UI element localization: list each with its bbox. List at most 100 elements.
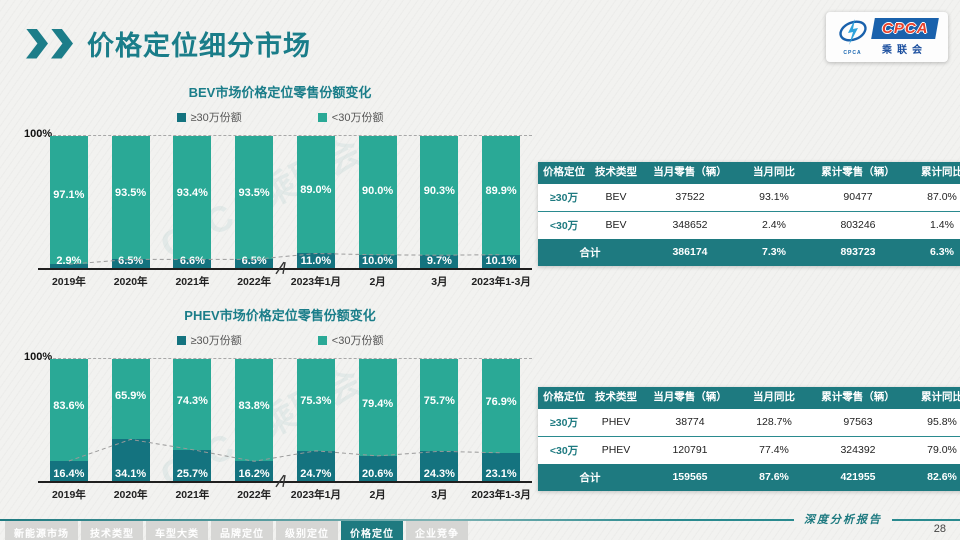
- x-axis-label: 2020年: [113, 489, 148, 501]
- bar-value-label: 2.9%: [56, 254, 82, 267]
- x-axis-label: 2023年1月: [290, 489, 341, 501]
- legend-swatch-ge30: [176, 112, 186, 122]
- table-row: <30万 PHEV 120791 77.4% 324392 79.0%: [538, 436, 960, 464]
- bar-value-label: 76.9%: [485, 396, 517, 409]
- col-header: 技术类型: [590, 162, 642, 184]
- logo-wordmark: CPCA 乘联会: [870, 18, 939, 56]
- tab-tech-type[interactable]: 技术类型: [81, 521, 143, 540]
- col-header: 当月零售（辆）: [642, 387, 738, 409]
- tab-enterprise-competition[interactable]: 企业竞争: [406, 521, 468, 540]
- bar-value-label: 10.1%: [485, 254, 517, 267]
- col-header: 累计零售（辆）: [810, 162, 906, 184]
- bev-share-chart: BEV市场价格定位零售份额变化 ≥30万份额 <30万份额 100% 97.1%…: [22, 82, 538, 289]
- bar-value-label: 6.5%: [118, 254, 144, 267]
- logo-flag: CPCA: [870, 18, 939, 39]
- table-header-row: 价格定位 技术类型 当月零售（辆） 当月同比 累计零售（辆） 累计同比: [538, 162, 960, 184]
- logo-text-cn: 乘联会: [882, 45, 927, 56]
- chart-legend: ≥30万份额 <30万份额: [22, 332, 538, 348]
- legend-item: ≥30万份额: [176, 332, 242, 348]
- col-header: 累计同比: [906, 387, 960, 409]
- bars: 97.1% 2.9% 93.5% 6.5% 93.4% 6.6% 93.5% 6.5% …: [38, 136, 532, 268]
- y-axis-tick: 100%: [24, 351, 53, 363]
- bar-value-label: 34.1%: [115, 467, 147, 480]
- tab-new-energy-market[interactable]: 新能源市场: [5, 521, 78, 540]
- x-axis-label: 2021年: [175, 276, 210, 288]
- col-header: 价格定位: [538, 387, 590, 409]
- table-total-row: 合计 159565 87.6% 421955 82.6%: [538, 463, 960, 491]
- bar-group: 93.4% 6.6%: [162, 136, 224, 268]
- legend-label: ≥30万份额: [190, 112, 242, 124]
- x-axis-label: 2021年: [175, 489, 210, 501]
- legend-item: <30万份额: [317, 109, 383, 125]
- bar-value-label: 89.0%: [300, 184, 332, 197]
- report-label: 深度分析报告: [794, 511, 892, 527]
- double-chevron-icon: [51, 28, 73, 59]
- phev-table: 价格定位 技术类型 当月零售（辆） 当月同比 累计零售（辆） 累计同比 ≥30万…: [538, 387, 960, 491]
- x-axis-labels: 2019年 2020年 2021年 2022年 2023年1月 2月 3月 20…: [38, 487, 532, 502]
- table-row: <30万 BEV 348652 2.4% 803246 1.4%: [538, 211, 960, 239]
- bar-value-label: 90.3%: [423, 184, 455, 197]
- bar-value-label: 25.7%: [176, 467, 208, 480]
- legend-label: ≥30万份额: [190, 335, 242, 347]
- bar-value-label: 6.6%: [179, 254, 205, 267]
- bar-group: 75.3% 24.7%: [285, 359, 347, 481]
- bar-value-label: 93.4%: [176, 186, 208, 199]
- col-header: 累计零售（辆）: [810, 387, 906, 409]
- bar-group: 97.1% 2.9%: [38, 136, 100, 268]
- x-axis-label: 2022年: [237, 489, 272, 501]
- cpca-logo: CPCA CPCA 乘联会: [826, 12, 948, 62]
- bar-group: 90.0% 10.0%: [347, 136, 409, 268]
- legend-swatch-lt30: [317, 335, 327, 345]
- logo-text-en: CPCA: [881, 20, 928, 37]
- chart-legend: ≥30万份额 <30万份额: [22, 109, 538, 125]
- bar-value-label: 24.7%: [300, 467, 332, 480]
- table-total-row: 合计 386174 7.3% 893723 6.3%: [538, 238, 960, 266]
- bar-value-label: 11.0%: [300, 254, 332, 267]
- bar-group: 75.7% 24.3%: [409, 359, 471, 481]
- y-axis-tick: 100%: [24, 128, 53, 140]
- bar-value-label: 83.6%: [53, 399, 85, 412]
- bar-value-label: 97.1%: [53, 188, 85, 201]
- bar-group: 83.8% 16.2%: [223, 359, 285, 481]
- table-header-row: 价格定位 技术类型 当月零售（辆） 当月同比 累计零售（辆） 累计同比: [538, 387, 960, 409]
- bar-group: 93.5% 6.5%: [223, 136, 285, 268]
- x-axis-label: 2023年1-3月: [471, 489, 531, 501]
- tab-model-category[interactable]: 车型大类: [146, 521, 208, 540]
- x-axis-label: 3月: [431, 489, 448, 501]
- bar-value-label: 75.3%: [300, 395, 332, 408]
- bar-value-label: 6.5%: [241, 254, 267, 267]
- col-header: 技术类型: [590, 387, 642, 409]
- bar-value-label: 90.0%: [362, 184, 394, 197]
- table-row: ≥30万 PHEV 38774 128.7% 97563 95.8%: [538, 408, 960, 437]
- bar-value-label: 75.7%: [423, 395, 455, 408]
- cpca-emblem-icon: CPCA: [838, 18, 868, 56]
- tab-class-positioning[interactable]: 级别定位: [276, 521, 338, 540]
- bar-value-label: 24.3%: [423, 467, 455, 480]
- page-header: 价格定位细分市场: [26, 24, 311, 63]
- double-chevron-icon: [26, 28, 48, 59]
- bar-value-label: 16.4%: [53, 467, 85, 480]
- legend-swatch-lt30: [317, 112, 327, 122]
- page-number: 28: [933, 523, 946, 535]
- bar-value-label: 79.4%: [362, 397, 394, 410]
- x-axis-label: 2023年1-3月: [471, 276, 531, 288]
- x-axis-label: 2023年1月: [290, 276, 341, 288]
- bar-value-label: 9.7%: [426, 254, 452, 267]
- x-axis-label: 3月: [431, 276, 448, 288]
- chart-title: BEV市场价格定位零售份额变化: [188, 85, 372, 100]
- emblem-caption: CPCA: [843, 50, 862, 56]
- bar-value-label: 20.6%: [362, 467, 394, 480]
- tab-price-positioning[interactable]: 价格定位: [341, 521, 403, 540]
- legend-item: ≥30万份额: [176, 109, 242, 125]
- bev-table: 价格定位 技术类型 当月零售（辆） 当月同比 累计零售（辆） 累计同比 ≥30万…: [538, 162, 960, 266]
- bar-group: 83.6% 16.4%: [38, 359, 100, 481]
- bar-value-label: 23.1%: [485, 467, 517, 480]
- legend-swatch-ge30: [176, 335, 186, 345]
- plot-area: 100% 97.1% 2.9% 93.5% 6.5% 93.4% 6.6% 93.5%…: [24, 128, 532, 275]
- bar-group: 74.3% 25.7%: [162, 359, 224, 481]
- bars: 83.6% 16.4% 65.9% 34.1% 74.3% 25.7% 83.8% 16…: [38, 359, 532, 481]
- bar-value-label: 16.2%: [238, 467, 270, 480]
- tab-brand-positioning[interactable]: 品牌定位: [211, 521, 273, 540]
- x-axis-label: 2022年: [237, 276, 272, 288]
- bar-value-label: 89.9%: [485, 184, 517, 197]
